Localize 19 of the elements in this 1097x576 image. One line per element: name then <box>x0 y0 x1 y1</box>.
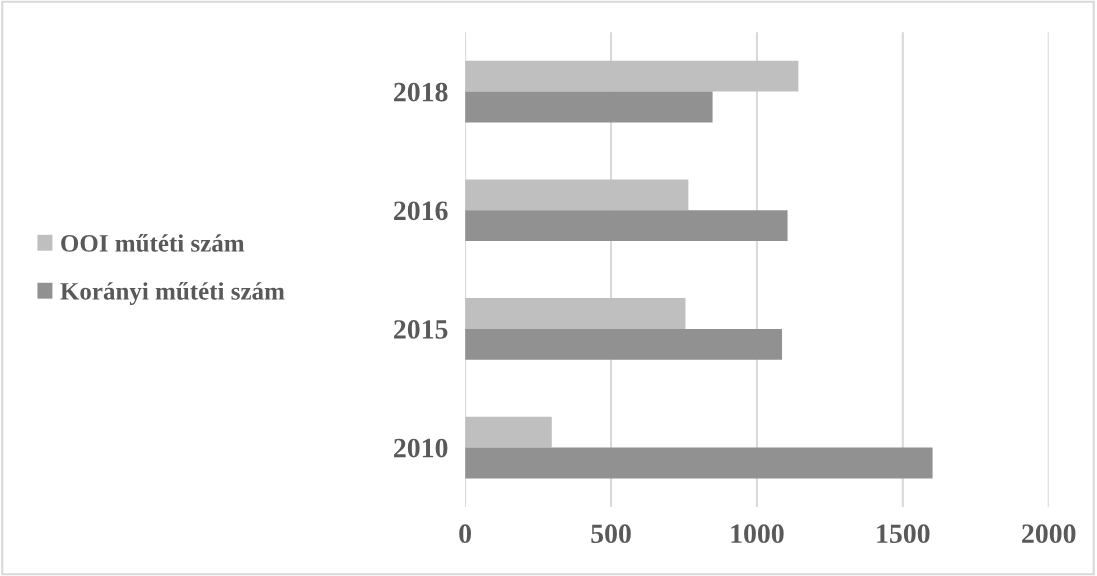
bar <box>465 60 799 92</box>
bar <box>465 416 552 448</box>
bar <box>465 328 783 360</box>
y-tick-label: 2016 <box>394 201 448 221</box>
y-tick-label: 2010 <box>394 438 448 458</box>
bar <box>465 179 689 211</box>
y-tick-label: 2015 <box>394 320 448 339</box>
x-tick-label: 0 <box>459 524 472 544</box>
x-tick-label: 1500 <box>877 524 930 544</box>
bar <box>465 298 686 329</box>
bar <box>465 210 788 242</box>
bar <box>465 447 933 479</box>
x-tick-label: 1000 <box>731 524 784 544</box>
legend-label: Korányi műtéti szám <box>60 281 285 305</box>
y-tick-label: 2018 <box>394 82 448 102</box>
x-tick-label: 500 <box>591 524 631 544</box>
legend-label: OOI műtéti szám <box>61 233 245 252</box>
bar <box>465 91 713 123</box>
x-tick-label: 2000 <box>1022 524 1076 544</box>
